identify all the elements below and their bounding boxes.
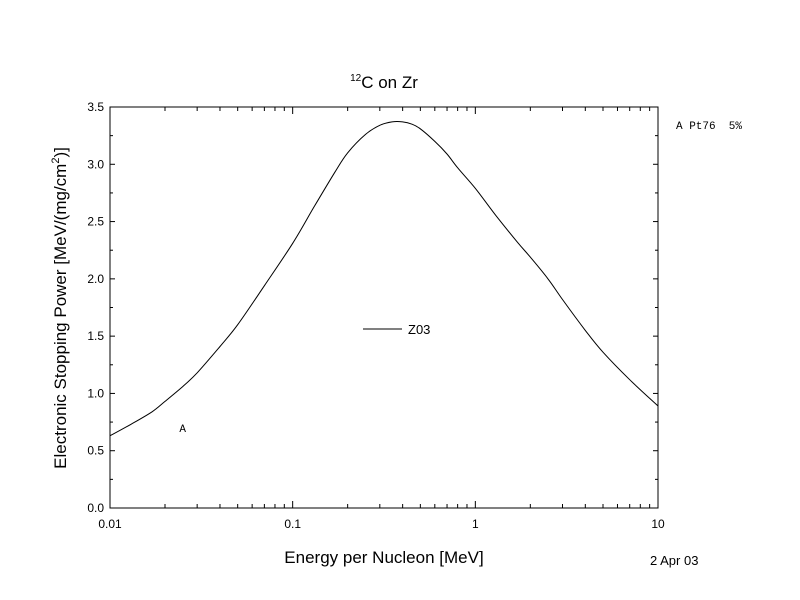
y-tick-label: 2.5 (87, 215, 104, 229)
data-point-marker: A (179, 424, 186, 436)
y-axis-label: Electronic Stopping Power [MeV/(mg/cm2)] (50, 147, 70, 469)
y-axis-label-main: Electronic Stopping Power [MeV/(mg/cm (51, 164, 70, 469)
title-superscript: 12 (350, 73, 362, 84)
title-main: C on Zr (361, 73, 418, 92)
plot-frame (109, 106, 659, 509)
y-axis-label-end: )] (51, 147, 70, 157)
chart-title: 12C on Zr (350, 73, 418, 92)
x-axis: 0.01 0.1 1 10 (98, 107, 665, 531)
series-line-z03 (109, 121, 659, 437)
reference-note: A Pt76 5% (676, 121, 742, 133)
x-tick-label: 0.1 (284, 517, 301, 531)
x-axis-label: Energy per Nucleon [MeV] (284, 548, 483, 567)
y-tick-label: 1.0 (87, 386, 104, 400)
x-tick-label: 0.01 (98, 517, 122, 531)
y-tick-label: 1.5 (87, 329, 104, 343)
legend-label: Z03 (408, 322, 430, 337)
y-axis: 0.0 0.5 1.0 1.5 2.0 2.5 3.0 3.5 (87, 100, 658, 515)
date-stamp: 2 Apr 03 (650, 553, 698, 568)
y-axis-label-sup: 2 (50, 158, 62, 164)
y-tick-label: 2.0 (87, 272, 104, 286)
x-tick-label: 1 (472, 517, 479, 531)
y-tick-label: 3.5 (87, 100, 104, 114)
y-tick-label: 3.0 (87, 157, 104, 171)
y-tick-label: 0.5 (87, 444, 104, 458)
x-tick-label: 10 (651, 517, 665, 531)
y-tick-label: 0.0 (87, 501, 104, 515)
